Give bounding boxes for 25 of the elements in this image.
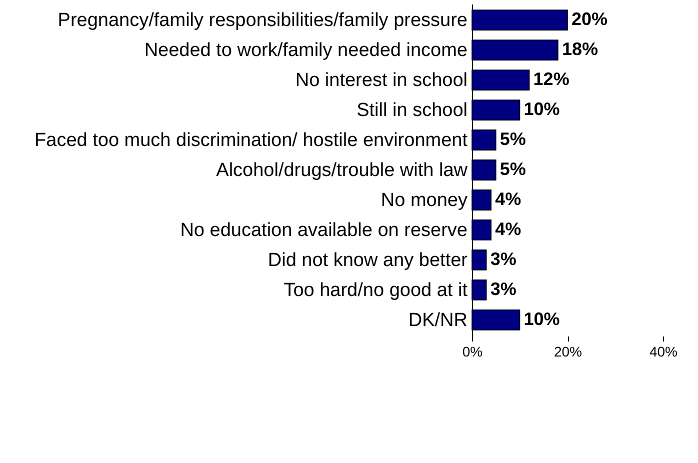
- data-label: 4%: [495, 218, 522, 239]
- data-label: 4%: [495, 188, 522, 209]
- data-label: 3%: [490, 248, 516, 269]
- y-tick-label: Still in school: [356, 100, 468, 122]
- data-label: 3%: [490, 278, 516, 299]
- data-label: 5%: [500, 129, 526, 150]
- y-tick-label: Faced too much discrimination/ hostile environment: [34, 130, 468, 152]
- data-label: 10%: [524, 308, 560, 329]
- data-label: 18%: [562, 39, 598, 60]
- data-label: 20%: [572, 9, 608, 30]
- x-tick-label: 40%: [649, 344, 678, 360]
- y-tick-label: No money: [380, 190, 468, 211]
- y-tick-label: No education available on reserve: [180, 220, 468, 241]
- y-tick-label: DK/NR: [408, 310, 468, 331]
- y-tick-label: Did not know any better: [268, 250, 468, 271]
- y-tick-label: No interest in school: [295, 70, 468, 92]
- y-tick-label: Too hard/no good at it: [284, 280, 468, 301]
- x-tick-label: 0%: [462, 344, 483, 360]
- y-tick-label: Alcohol/drugs/trouble with law: [216, 160, 468, 181]
- data-label: 5%: [500, 159, 526, 179]
- y-tick-label: Pregnancy/family responsibilities/family pressure: [58, 10, 468, 32]
- y-tick-label: Needed to work/family needed income: [144, 40, 468, 62]
- data-label: 10%: [524, 99, 560, 120]
- data-label: 12%: [533, 69, 570, 90]
- x-tick-label: 20%: [554, 344, 582, 360]
